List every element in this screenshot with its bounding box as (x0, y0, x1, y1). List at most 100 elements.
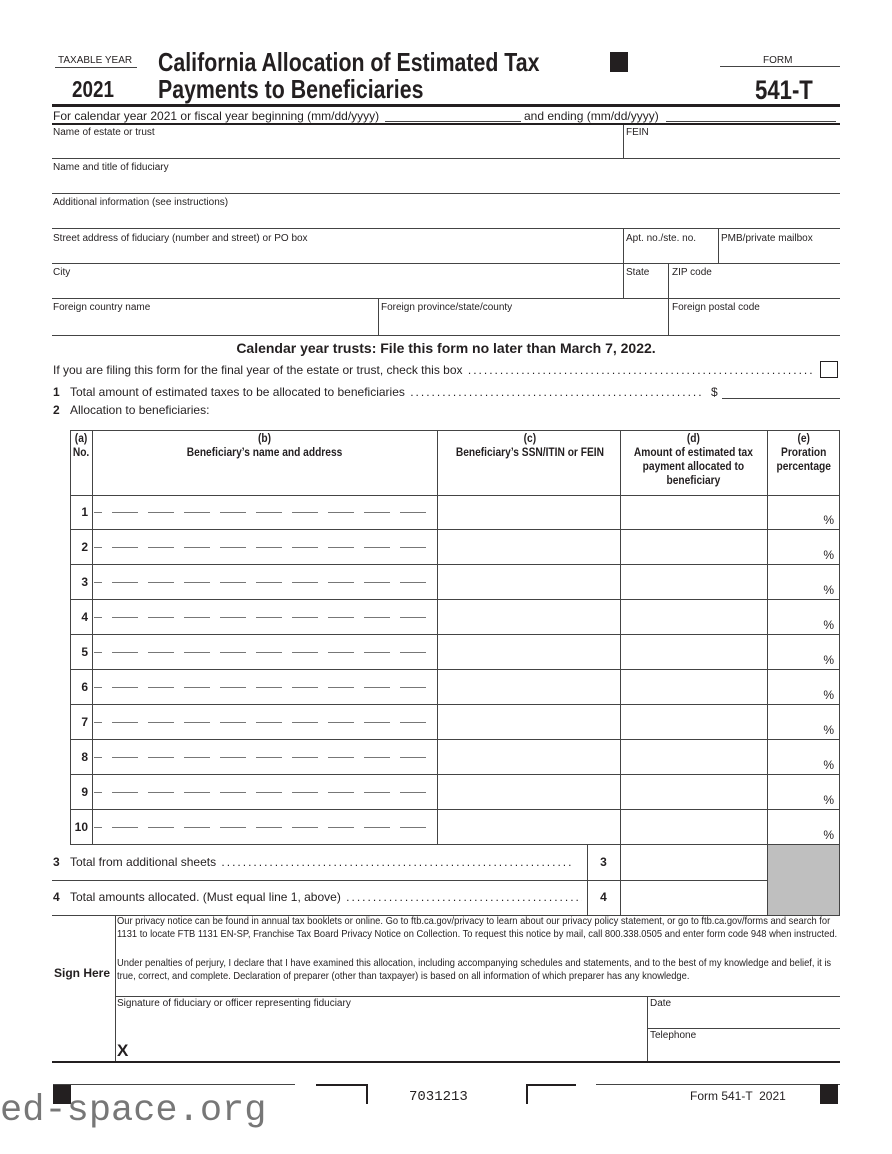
beneficiary-name-field[interactable] (94, 547, 434, 548)
row-number: 4 (81, 610, 88, 624)
amount-field[interactable] (621, 705, 767, 740)
amount-field[interactable] (621, 495, 767, 530)
ssn-field[interactable] (438, 670, 620, 705)
line2-label: Allocation to beneficiaries: (70, 403, 210, 417)
fiduciary-name-field[interactable]: Name and title of fiduciary (53, 162, 169, 173)
ssn-field[interactable] (438, 530, 620, 565)
dollar-sign: $ (711, 385, 718, 399)
telephone-field[interactable]: Telephone (650, 1030, 697, 1041)
ssn-field[interactable] (438, 635, 620, 670)
signature-field[interactable]: Signature of fiduciary or officer repres… (117, 998, 351, 1009)
amount-field[interactable] (621, 670, 767, 705)
col-e-header: (e) Proration percentage (776, 431, 831, 473)
beneficiary-name-field[interactable] (94, 582, 434, 583)
city-field[interactable]: City (53, 267, 71, 278)
beneficiary-name-field[interactable] (94, 652, 434, 653)
street-field[interactable]: Street address of fiduciary (number and … (53, 233, 308, 244)
amount-field[interactable] (621, 740, 767, 775)
postal-field[interactable]: Foreign postal code (672, 302, 760, 313)
estate-name-field[interactable]: Name of estate or trust (53, 127, 155, 138)
ssn-field[interactable] (438, 600, 620, 635)
beneficiary-name-field[interactable] (94, 512, 434, 513)
table-row: 4 % (70, 600, 840, 635)
percent-sign[interactable]: % (823, 793, 834, 807)
percent-sign[interactable]: % (823, 618, 834, 632)
line4-amount-field[interactable] (621, 881, 767, 915)
signature-x: X (117, 1041, 129, 1060)
taxable-year-label: TAXABLE YEAR (58, 55, 133, 66)
filing-deadline: Calendar year trusts: File this form no … (236, 340, 656, 356)
amount-field[interactable] (621, 530, 767, 565)
date-field[interactable]: Date (650, 998, 672, 1009)
tax-year: 2021 (72, 76, 114, 102)
fiscal-begin-field[interactable] (385, 121, 521, 122)
line3-label: Total from additional sheets (70, 855, 217, 869)
fiscal-end-field[interactable] (666, 121, 836, 122)
ssn-field[interactable] (438, 740, 620, 775)
registration-mark (610, 52, 628, 72)
beneficiary-name-field[interactable] (94, 792, 434, 793)
sign-here-label: Sign Here (54, 966, 111, 980)
country-field[interactable]: Foreign country name (53, 302, 151, 313)
percent-sign[interactable]: % (823, 583, 834, 597)
line3-box: 3 (600, 855, 607, 869)
final-year-label: If you are filing this form for the fina… (53, 363, 463, 377)
col-d-header: (d) Amount of estimated tax payment alloc… (633, 431, 753, 487)
beneficiary-name-field[interactable] (94, 722, 434, 723)
col-b-header: (b) Beneficiary’s name and address (186, 431, 343, 459)
beneficiary-name-field[interactable] (94, 617, 434, 618)
line4-box: 4 (600, 890, 607, 904)
row-number: 1 (81, 505, 88, 519)
ssn-field[interactable] (438, 810, 620, 845)
form-label: FORM (763, 55, 793, 66)
amount-field[interactable] (621, 810, 767, 845)
beneficiary-name-field[interactable] (94, 827, 434, 828)
period-ending-label: and ending (mm/dd/yyyy) (524, 109, 659, 123)
table-row: 8 % (70, 740, 840, 775)
row-number: 6 (81, 680, 88, 694)
row-number: 2 (81, 540, 88, 554)
amount-field[interactable] (621, 600, 767, 635)
row-number: 3 (81, 575, 88, 589)
line1-amount-field[interactable] (722, 398, 840, 399)
line3-amount-field[interactable] (621, 846, 767, 880)
period-label: For calendar year 2021 or fiscal year be… (53, 109, 380, 123)
beneficiary-name-field[interactable] (94, 757, 434, 758)
form-title-line1: California Allocation of Estimated Tax (158, 47, 540, 77)
percent-sign[interactable]: % (823, 723, 834, 737)
form-code: 7031213 (409, 1089, 468, 1105)
ssn-field[interactable] (438, 495, 620, 530)
fein-field[interactable]: FEIN (626, 127, 649, 138)
ssn-field[interactable] (438, 565, 620, 600)
beneficiary-name-field[interactable] (94, 687, 434, 688)
table-row: 2 % (70, 530, 840, 565)
table-row: 10 % (70, 810, 840, 845)
row-number: 9 (81, 785, 88, 799)
amount-field[interactable] (621, 565, 767, 600)
pmb-field[interactable]: PMB/private mailbox (721, 233, 813, 244)
corner-mark (526, 1084, 576, 1104)
province-field[interactable]: Foreign province/state/county (381, 302, 513, 313)
amount-field[interactable] (621, 775, 767, 810)
state-field[interactable]: State (626, 267, 650, 278)
percent-sign[interactable]: % (823, 828, 834, 842)
table-row: 3 % (70, 565, 840, 600)
ssn-field[interactable] (438, 705, 620, 740)
apt-field[interactable]: Apt. no./ste. no. (626, 233, 697, 244)
corner-mark (316, 1084, 368, 1104)
col-a-header: (a) No. (72, 431, 90, 459)
percent-sign[interactable]: % (823, 548, 834, 562)
zip-field[interactable]: ZIP code (672, 267, 712, 278)
table-row: 7 % (70, 705, 840, 740)
amount-field[interactable] (621, 635, 767, 670)
final-year-checkbox[interactable] (820, 361, 838, 378)
percent-sign[interactable]: % (823, 758, 834, 772)
line2-number: 2 (53, 403, 60, 417)
percent-sign[interactable]: % (823, 688, 834, 702)
row-number: 10 (74, 820, 88, 834)
additional-info-field[interactable]: Additional information (see instructions… (53, 197, 229, 208)
ssn-field[interactable] (438, 775, 620, 810)
registration-mark (53, 1084, 71, 1104)
percent-sign[interactable]: % (823, 653, 834, 667)
percent-sign[interactable]: % (823, 513, 834, 527)
